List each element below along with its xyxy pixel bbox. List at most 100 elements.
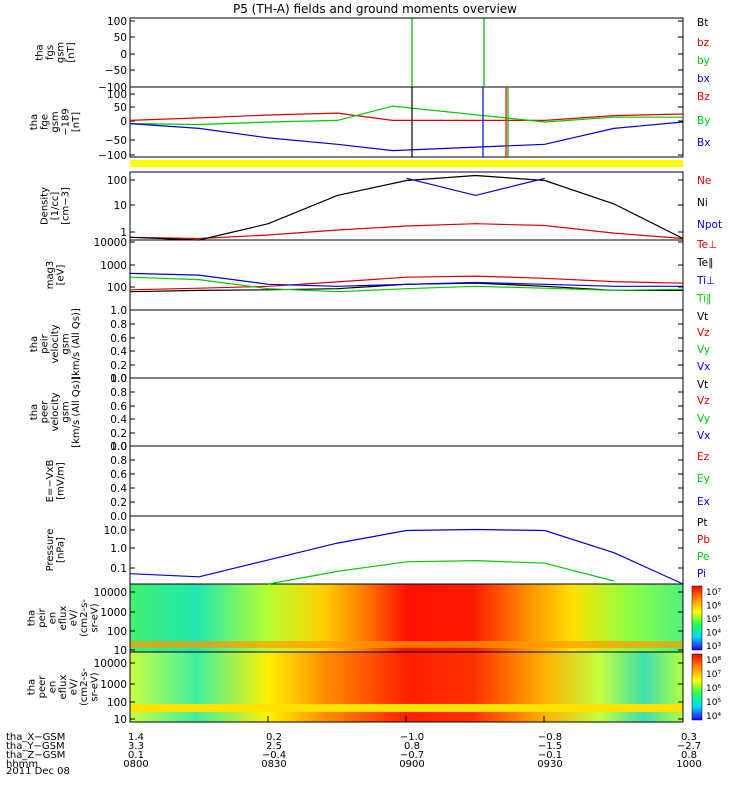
ephemeris-value: 0930 [537,759,563,770]
y-tick-label: 10000 [94,587,127,599]
panel-ylabel: tha [27,610,38,626]
panel-ylabel: E=−VxB [45,460,56,503]
legend-label: By [697,115,710,127]
spectrogram-fill [130,584,683,652]
ephemeris-value: 1000 [676,759,702,770]
y-tick-label: 0 [120,49,127,61]
panel-ylabel: eV/ [69,678,80,695]
ephemeris-value: 0.2 [266,732,282,743]
legend-label: Ti∥ [696,293,711,305]
y-tick-label: 1 [120,227,127,239]
colorbar [691,653,703,721]
legend-label: Ni [697,197,708,209]
y-tick-label: 50 [114,32,127,44]
panel-ylabel: [1/cc] [50,192,61,221]
panel-frame [129,17,684,88]
y-tick-label: 1000 [100,260,127,272]
legend-label: Ey [697,473,710,485]
y-tick-label: 0.2 [110,497,127,509]
ephemeris-value: 1.4 [128,732,144,743]
legend-label: Ti⊥ [696,275,715,287]
series-line-Npot [406,177,545,197]
y-tick-label: 10000 [94,658,127,670]
ephemeris-value: 0900 [399,759,425,770]
colorbar-tick-label: 10⁴ [706,712,721,722]
ephemeris-label: hhmm [6,759,39,770]
panel-frame [129,377,684,447]
ephemeris-value: −0.7 [399,750,425,761]
legend-label: Vz [697,395,710,407]
ephemeris-label: tha_X−GSM [6,732,66,743]
panel-ylabel: sr-eV) [90,672,101,701]
legend-label: bx [697,73,710,85]
colorbar-tick-label: 10⁴ [706,629,721,639]
y-tick-label: 100 [107,89,127,101]
series-line-Ti⊥ [129,272,683,287]
panel-ylabel: gsm [55,42,66,63]
colorbar-tick-label: 10⁷ [706,588,721,598]
panel-ylabel: tha [34,44,45,60]
colorbar-tick-label: 10⁷ [706,670,721,680]
panel-ylabel: peir [37,607,48,627]
y-tick-label: 0.2 [110,360,127,372]
panel-ylabel: gsm [61,333,72,354]
y-tick-label: 100 [107,626,127,638]
panel-ylabel: sr-eV) [90,603,101,632]
y-tick-label: 0.6 [110,333,127,345]
y-tick-label: 10 [114,645,127,657]
y-tick-label: 0.0 [110,441,127,453]
y-tick-label: 10 [114,714,127,726]
legend-label: Pi [697,568,706,580]
panel-ylabel: eflux [58,606,69,631]
date-label: 2011 Dec 08 [6,766,70,777]
legend-label: Ex [697,496,710,508]
colorbar [691,585,703,651]
colorbar-tick-label: 10³ [706,642,721,652]
legend-label: Bx [697,137,710,149]
ephemeris-value: −0.8 [537,732,563,743]
y-tick-label: 0.4 [110,414,127,426]
ephemeris-value: −0.4 [261,750,287,761]
y-tick-label: 100 [107,697,127,709]
series-line-Ne [129,223,684,240]
panel-ylabel: (cm2-s- [79,599,90,637]
panel-ylabel: [cm−3] [61,187,72,225]
ephemeris-value: 3.3 [128,741,144,752]
y-tick-label: 100 [107,282,127,294]
panel-ylabel: eV/ [69,609,80,626]
panel-ylabel: tha [29,336,40,352]
panel-ylabel: gsm [50,111,61,132]
legend-label: Pb [697,534,710,546]
y-tick-label: 0.2 [110,428,127,440]
legend-label: by [697,55,710,67]
y-tick-label: 0.8 [110,455,127,467]
y-tick-label: −100 [98,82,127,94]
legend-label: Ne [697,175,711,187]
y-tick-label: 0.0 [110,373,127,385]
colorbar-tick-label: 10⁵ [706,698,721,708]
panel-ylabel: fgs [45,45,56,60]
y-tick-label: 1.0 [110,441,127,453]
legend-label: Vt [697,379,708,391]
series-line-Bx [129,121,684,152]
panel-ylabel: fge [40,114,51,130]
figure-title: P5 (TH-A) fields and ground moments over… [233,2,517,16]
y-tick-label: 100 [107,16,127,28]
y-tick-label: 50 [114,102,127,114]
legend-label: Vy [697,413,710,425]
panel-ylabel: tha [29,404,40,420]
panel-ylabel: peer [40,400,51,424]
ephemeris-value: −2.7 [676,741,702,752]
panel-ylabel: [mV/m] [55,462,66,500]
ephemeris-label: tha_Z−GSM [6,750,66,761]
ephemeris-footer: tha_X−GSM 1.4 0.2 −1.0 −0.8 0.3 tha_Y−GSM 3.3 2.… [6,732,746,782]
panel-frame [129,86,684,158]
y-tick-label: −50 [105,65,127,77]
panel-ylabel: tha [27,679,38,695]
ephemeris-label: tha_Y−GSM [6,741,65,752]
panel-ylabel: en [48,681,59,694]
series-line-Pe [268,559,615,585]
electron-low-energy-band [130,704,683,712]
legend-label: Vx [697,361,710,373]
y-tick-label: 0.0 [110,511,127,523]
